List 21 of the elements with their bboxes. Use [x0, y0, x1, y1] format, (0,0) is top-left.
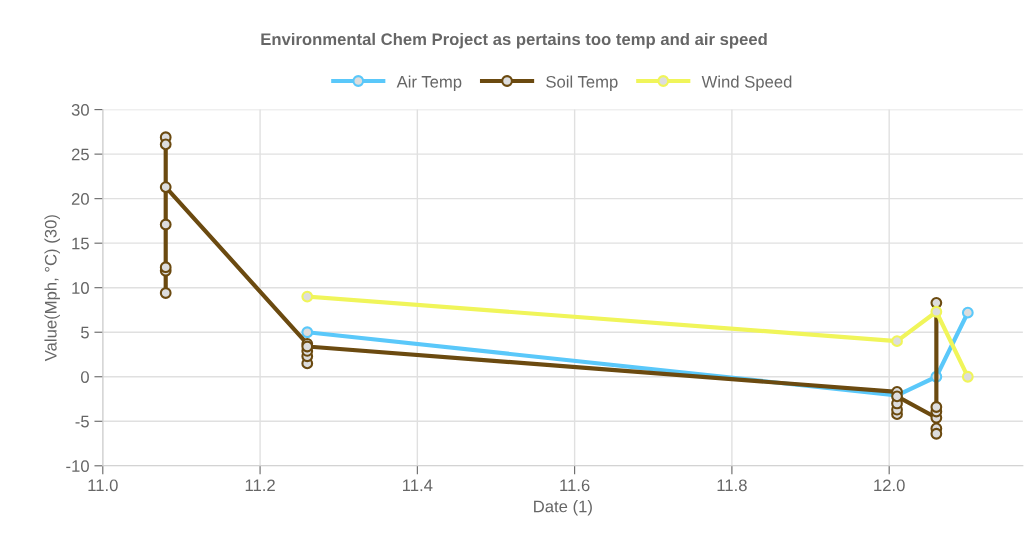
- y-tick-label: 25: [71, 148, 89, 161]
- x-tick-label: 11.0: [88, 479, 118, 492]
- x-tick-label: 11.4: [403, 479, 433, 492]
- y-tick-label: 5: [81, 326, 89, 339]
- y-tick-label: 10: [72, 282, 89, 294]
- x-tick-label: 11.2: [245, 479, 275, 492]
- x-tick-label: 11.8: [717, 479, 747, 492]
- y-tick-label: -5: [75, 415, 89, 428]
- y-axis-title: Value(Mph, °C) (30): [44, 215, 60, 362]
- legend-label: Air Temp: [396, 75, 462, 92]
- y-tick-label: 0: [80, 371, 89, 383]
- x-tick-label: 11.6: [560, 479, 590, 492]
- chart-title: Environmental Chem Project as pertains too temp and air speed: [261, 32, 767, 49]
- x-tick-label: 12.0: [874, 479, 905, 492]
- legend-label: Soil Temp: [546, 75, 618, 92]
- y-tick-label: 30: [71, 104, 89, 116]
- y-tick-label: 20: [71, 193, 89, 205]
- y-tick-label: -10: [66, 460, 89, 472]
- y-tick-label: 15: [72, 237, 89, 250]
- x-axis-title: Date (1): [534, 500, 592, 516]
- legend-label: Wind Speed: [701, 75, 792, 92]
